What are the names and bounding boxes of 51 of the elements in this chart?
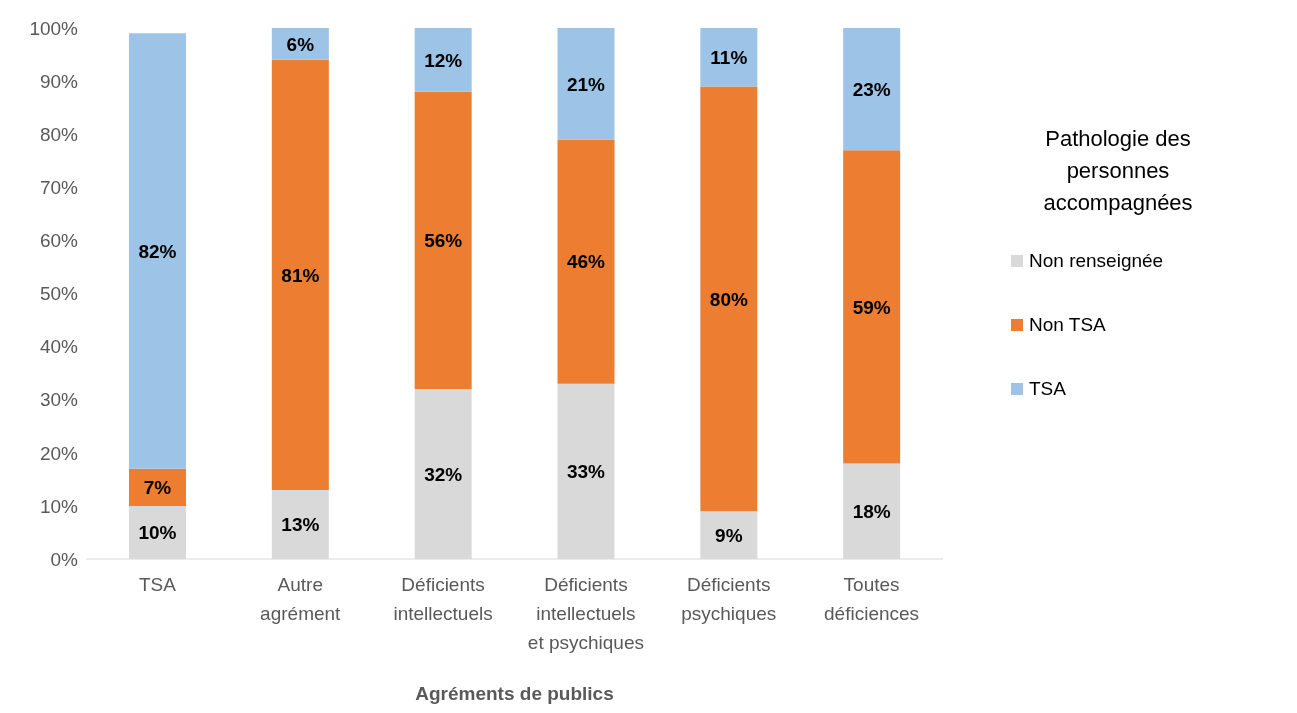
bar	[271, 59, 329, 490]
legend-label: Non TSA	[1029, 314, 1106, 336]
legend-label: TSA	[1029, 378, 1066, 400]
y-tick-label: 20%	[39, 442, 79, 464]
data-label: 10%	[138, 522, 177, 544]
bar	[129, 468, 186, 506]
y-tick-label: 30%	[39, 389, 79, 411]
y-tick-label: 10%	[39, 495, 79, 517]
bar	[414, 91, 472, 390]
data-label: 56%	[424, 230, 463, 252]
bar	[843, 28, 901, 151]
y-tick-label: 0%	[50, 548, 79, 570]
data-label: 13%	[281, 514, 320, 536]
data-label: 82%	[138, 240, 177, 262]
y-tick-label: 80%	[39, 123, 79, 145]
data-label: 59%	[852, 296, 891, 318]
x-tick-label: Autre agrément	[260, 574, 342, 624]
bar	[129, 33, 186, 469]
data-label: 81%	[281, 264, 320, 286]
data-label: 18%	[852, 500, 891, 522]
data-label: 9%	[715, 524, 743, 546]
bar	[414, 28, 472, 92]
data-label: 80%	[709, 288, 748, 310]
data-label: 46%	[566, 251, 606, 273]
data-label: 11%	[710, 46, 748, 68]
y-tick-label: 40%	[39, 336, 79, 358]
y-tick-label: 70%	[39, 177, 79, 199]
y-tick-label: 60%	[39, 230, 79, 252]
x-tick-label: Déficients intellectuels	[393, 574, 493, 624]
bar	[843, 150, 901, 464]
x-tick-label: TSA	[138, 574, 177, 595]
y-tick-label: 50%	[39, 283, 79, 305]
data-label: 12%	[424, 49, 463, 71]
data-label: 32%	[424, 463, 463, 485]
data-label: 33%	[566, 461, 606, 483]
bar	[700, 86, 758, 512]
bar	[557, 139, 615, 384]
legend-title: Pathologie des personnes accompagnées	[1042, 125, 1194, 217]
bar	[700, 28, 758, 87]
data-label: 23%	[852, 78, 891, 100]
x-tick-label: Déficients intellectuels et psychiques	[527, 574, 645, 653]
x-axis-title: Agréments de publics	[415, 683, 614, 704]
data-label: 21%	[566, 73, 606, 95]
data-label: 7%	[143, 477, 172, 499]
data-label: 6%	[286, 33, 315, 55]
y-tick-label: 100%	[29, 17, 79, 39]
x-tick-label: Déficients psychiques	[681, 574, 777, 624]
x-tick-label: Toutes déficiences	[824, 574, 920, 624]
bar	[557, 28, 615, 140]
y-tick-label: 90%	[39, 70, 79, 92]
legend-label: Non renseignée	[1029, 250, 1164, 272]
